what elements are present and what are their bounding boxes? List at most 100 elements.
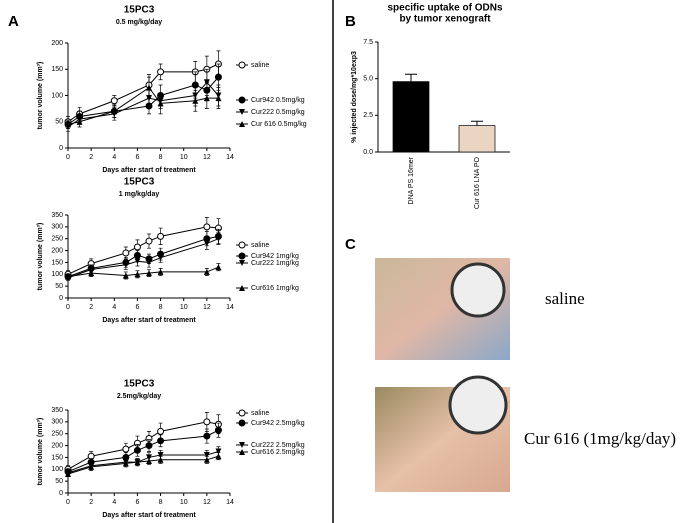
marker [122, 272, 129, 279]
line [67, 421, 219, 470]
y-tick-label: 100 [51, 466, 63, 473]
x-tick-label: 0 [66, 499, 70, 506]
x-tick-label: 4 [112, 154, 116, 161]
y-tick-label: 200 [51, 442, 63, 449]
y-tick-label: 50 [55, 283, 63, 290]
chart-title: specific uptake of ODNs [387, 3, 502, 14]
marker [157, 268, 164, 275]
x-tick-label: 14 [226, 304, 234, 311]
x-tick-label: 12 [203, 154, 211, 161]
x-tick-label: 10 [180, 499, 188, 506]
marker [134, 459, 141, 466]
marker [145, 442, 153, 450]
legend-marker [238, 61, 246, 69]
marker [122, 445, 130, 453]
marker [203, 240, 210, 247]
y-axis-label: tumor volume (mm³) [37, 62, 44, 130]
marker [88, 270, 95, 277]
marker [145, 237, 153, 245]
marker [157, 68, 165, 76]
marker [203, 79, 210, 86]
marker [157, 254, 164, 261]
x-tick-label: Cur 616 LNA PO [474, 156, 481, 209]
chart-subtitle: 0.5 mg/kg/day [116, 19, 162, 26]
marker [76, 118, 83, 125]
marker [134, 271, 141, 278]
y-tick-label: 7.5 [363, 39, 373, 46]
x-tick-label: 2 [89, 154, 93, 161]
x-tick-label: 10 [180, 304, 188, 311]
marker [215, 453, 222, 460]
chart-subtitle: 1 mg/kg/day [119, 191, 160, 198]
marker [146, 84, 152, 91]
legend-label: Cur942 0.5mg/kg [251, 97, 305, 104]
x-tick-label: 2 [89, 499, 93, 506]
marker [133, 446, 141, 454]
y-tick-label: 350 [51, 407, 63, 414]
legend-label: Cur222 0.5mg/kg [251, 109, 305, 116]
y-tick-label: 5.0 [363, 76, 373, 83]
legend-marker [238, 96, 246, 104]
legend-label: Cur616 2.5mg/kg [251, 449, 305, 456]
marker [146, 457, 152, 464]
marker [110, 97, 118, 105]
legend-label: saline [251, 62, 269, 69]
legend-marker [239, 449, 245, 455]
marker [134, 258, 141, 265]
x-tick-label: 14 [226, 154, 234, 161]
x-tick-label: 6 [135, 154, 139, 161]
line [67, 451, 219, 474]
x-tick-label: 4 [112, 304, 116, 311]
y-axis-label: tumor volume (mm³) [37, 418, 44, 486]
marker [203, 95, 210, 102]
marker [215, 264, 222, 271]
marker [122, 261, 129, 268]
x-tick-label: 8 [159, 304, 163, 311]
line [67, 81, 219, 128]
marker [214, 73, 222, 81]
y-tick-label: 100 [51, 271, 63, 278]
marker [203, 418, 211, 426]
y-tick-label: 350 [51, 212, 63, 219]
y-tick-label: 100 [51, 92, 63, 99]
marker [157, 232, 165, 240]
y-tick-label: 50 [55, 478, 63, 485]
marker [157, 452, 164, 459]
y-tick-label: 0 [59, 145, 63, 152]
legend-marker [239, 121, 245, 127]
marker [215, 235, 222, 242]
marker [146, 259, 152, 266]
y-tick-label: 150 [51, 454, 63, 461]
y-tick-label: 2.5 [363, 112, 373, 119]
y-tick-label: 0.0 [363, 149, 373, 156]
x-tick-label: 6 [135, 499, 139, 506]
x-tick-label: 10 [180, 154, 188, 161]
chart-title: 15PC3 [124, 177, 155, 188]
bar [392, 81, 430, 153]
y-tick-label: 150 [51, 259, 63, 266]
y-tick-label: 200 [51, 247, 63, 254]
y-tick-label: 300 [51, 419, 63, 426]
y-tick-label: 0 [59, 295, 63, 302]
x-tick-label: 8 [159, 154, 163, 161]
x-axis-label: Days after start of treatment [102, 317, 196, 324]
x-tick-label: 14 [226, 499, 234, 506]
marker [65, 121, 71, 128]
marker [203, 432, 211, 440]
legend-label: Cur 616 0.5mg/kg [251, 121, 307, 128]
y-tick-label: 200 [51, 40, 63, 47]
marker [215, 448, 222, 455]
y-axis-label: tumor volume (mm³) [37, 223, 44, 291]
y-tick-label: 250 [51, 236, 63, 243]
chart-title: 15PC3 [124, 5, 155, 16]
x-tick-label: 12 [203, 499, 211, 506]
line [67, 235, 219, 278]
marker [215, 95, 222, 102]
panel-label: B [345, 13, 356, 30]
gauge [450, 262, 506, 318]
y-axis-label: % injected dose/mg*10exp3 [351, 51, 358, 143]
line [67, 455, 219, 475]
x-tick-label: 0 [66, 154, 70, 161]
marker [203, 452, 210, 459]
